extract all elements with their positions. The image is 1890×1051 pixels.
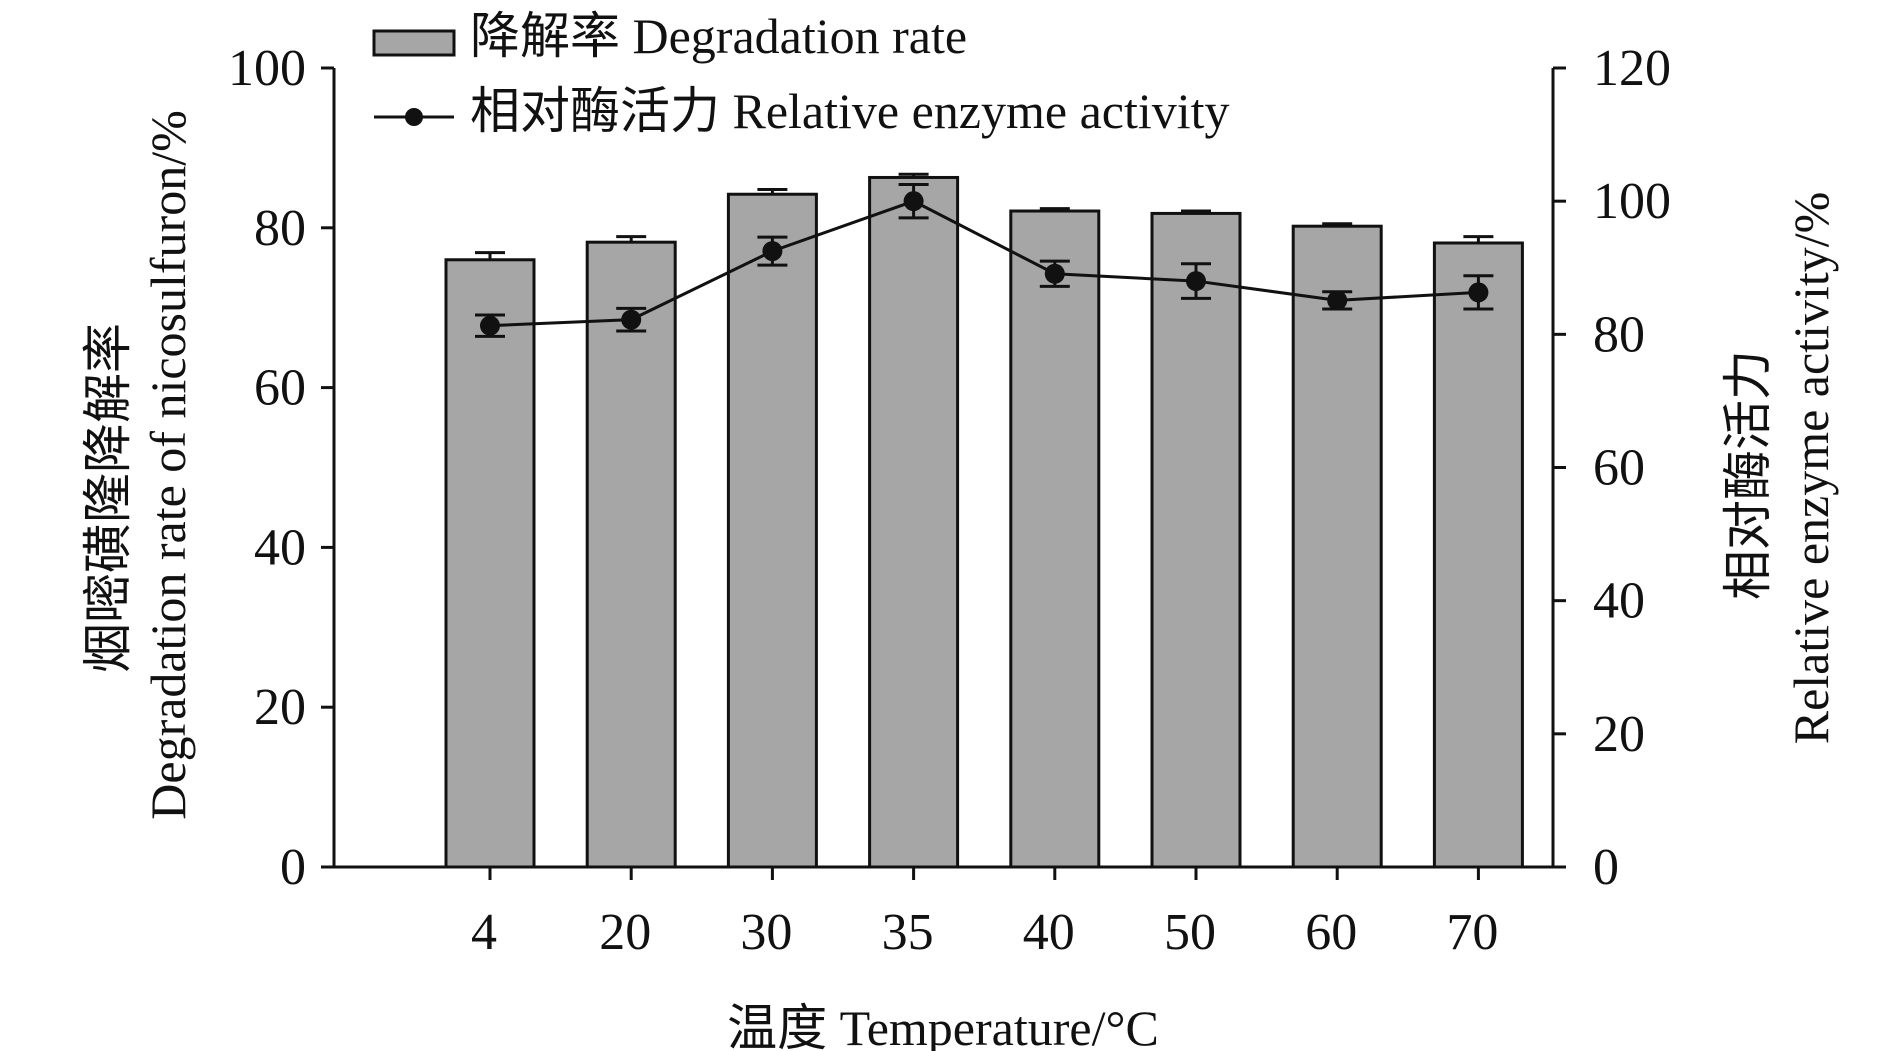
bar: [1150, 211, 1242, 869]
right-tick-label: 40: [1593, 573, 1645, 630]
line-point: [621, 309, 642, 330]
right-axis-ticks: 0 20 40 60 80 100 120: [1553, 40, 1671, 896]
bar-series: [444, 175, 1524, 869]
left-tick-label: 60: [254, 360, 306, 417]
legend-line-label: 相对酶活力 Relative enzyme activity: [470, 83, 1230, 139]
bar-error-bars: [475, 172, 1494, 260]
line-point: [1044, 263, 1065, 284]
x-tick-label: 40: [1023, 904, 1075, 961]
right-tick-label: 100: [1593, 173, 1671, 230]
left-axis-title-en: Degradation rate of nicosulfuron/%: [140, 110, 196, 819]
left-tick-label: 80: [254, 200, 306, 257]
left-tick-label: 0: [280, 839, 306, 896]
line-path: [489, 199, 1479, 328]
left-axis-title-cn: 烟嘧磺隆降解率: [80, 323, 136, 673]
bar: [444, 258, 536, 869]
x-axis-title: 温度 Temperature/°C: [727, 1000, 1159, 1051]
x-axis-ticks: 4 20 30 35 40 50 60 70: [471, 867, 1498, 961]
left-tick-label: 40: [254, 519, 306, 576]
x-tick-label: 70: [1446, 904, 1498, 961]
legend-bar-label: 降解率 Degradation rate: [470, 8, 967, 64]
right-tick-label: 0: [1593, 839, 1619, 896]
line-series: [475, 183, 1494, 338]
legend-line-marker: [405, 108, 423, 126]
x-tick-label: 60: [1305, 904, 1357, 961]
right-tick-label: 120: [1593, 40, 1671, 97]
bar: [868, 175, 960, 869]
legend: 降解率 Degradation rate 相对酶活力 Relative enzy…: [372, 8, 1230, 139]
x-tick-label: 50: [1164, 904, 1216, 961]
left-tick-label: 20: [254, 679, 306, 736]
x-tick-label: 30: [740, 904, 792, 961]
line-point: [762, 241, 783, 262]
line-point: [903, 191, 924, 212]
left-axis-ticks: 0 20 40 60 80 100: [228, 40, 334, 896]
bar: [1432, 241, 1524, 869]
right-axis-title-en: Relative enzyme activity/%: [1783, 192, 1839, 745]
legend-bar-swatch: [372, 29, 456, 57]
bar: [726, 192, 818, 869]
bar: [1291, 224, 1383, 869]
line-point: [480, 315, 500, 336]
line-point: [1468, 282, 1489, 303]
right-axis-title-cn: 相对酶活力: [1720, 350, 1776, 600]
line-point: [1327, 290, 1348, 311]
right-tick-label: 20: [1593, 706, 1645, 763]
left-tick-label: 100: [228, 40, 306, 97]
bar: [585, 240, 677, 869]
line-point: [1186, 271, 1206, 292]
right-tick-label: 60: [1593, 440, 1645, 497]
x-tick-label: 20: [599, 904, 651, 961]
x-tick-label: 4: [471, 904, 497, 961]
bar: [1009, 209, 1101, 869]
right-tick-label: 80: [1593, 306, 1645, 363]
x-tick-label: 35: [882, 904, 934, 961]
